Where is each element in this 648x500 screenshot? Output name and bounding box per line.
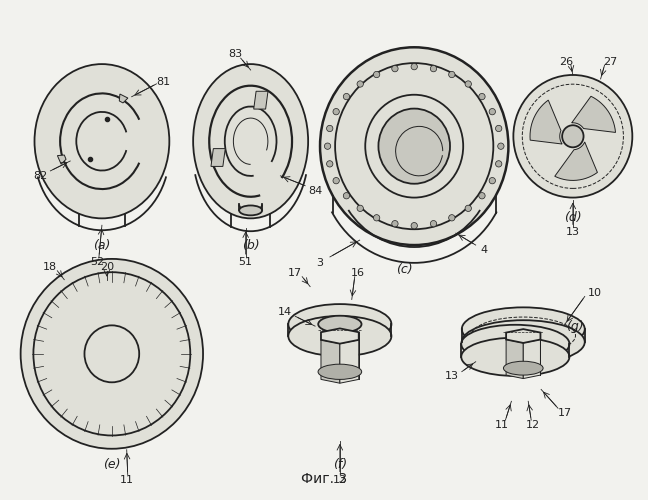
Text: (a): (a) <box>93 238 111 252</box>
Text: (b): (b) <box>242 238 259 252</box>
Circle shape <box>411 222 417 229</box>
Circle shape <box>496 126 502 132</box>
Ellipse shape <box>318 364 362 380</box>
Circle shape <box>465 205 471 212</box>
Text: 51: 51 <box>238 257 253 267</box>
Circle shape <box>327 126 333 132</box>
Circle shape <box>489 178 496 184</box>
Ellipse shape <box>503 361 543 375</box>
Text: 4: 4 <box>480 245 487 255</box>
Polygon shape <box>340 340 359 383</box>
Circle shape <box>489 108 496 115</box>
Text: 81: 81 <box>156 77 170 87</box>
Ellipse shape <box>21 259 203 449</box>
Ellipse shape <box>378 108 450 184</box>
Ellipse shape <box>462 308 584 351</box>
Text: (g): (g) <box>566 320 584 332</box>
Text: 83: 83 <box>229 49 243 59</box>
Text: 3: 3 <box>316 258 323 268</box>
Circle shape <box>373 72 380 78</box>
Circle shape <box>498 143 504 150</box>
Text: 18: 18 <box>43 262 58 272</box>
Ellipse shape <box>320 48 509 245</box>
Polygon shape <box>58 155 66 164</box>
Polygon shape <box>524 340 540 378</box>
Polygon shape <box>572 96 616 132</box>
Text: 10: 10 <box>588 288 601 298</box>
Text: 11: 11 <box>494 420 509 430</box>
Circle shape <box>392 66 398 72</box>
Polygon shape <box>321 328 359 344</box>
Circle shape <box>430 220 437 227</box>
Polygon shape <box>254 92 268 109</box>
Circle shape <box>357 205 364 212</box>
Circle shape <box>496 160 502 167</box>
Text: (c): (c) <box>396 264 413 276</box>
Ellipse shape <box>365 94 463 198</box>
Ellipse shape <box>462 320 584 364</box>
Ellipse shape <box>34 272 191 436</box>
Text: 16: 16 <box>351 268 365 278</box>
Circle shape <box>448 72 455 78</box>
Polygon shape <box>530 100 562 144</box>
Circle shape <box>333 178 340 184</box>
Circle shape <box>343 94 350 100</box>
Ellipse shape <box>84 326 139 382</box>
Ellipse shape <box>461 338 570 376</box>
Ellipse shape <box>461 325 570 363</box>
Polygon shape <box>119 94 128 103</box>
Ellipse shape <box>335 63 493 229</box>
Text: 12: 12 <box>526 420 540 430</box>
Text: 14: 14 <box>278 308 292 318</box>
Ellipse shape <box>239 206 262 216</box>
Circle shape <box>392 220 398 227</box>
Text: 11: 11 <box>120 476 133 486</box>
Text: 13: 13 <box>445 370 459 380</box>
Text: 27: 27 <box>603 57 618 67</box>
Text: (d): (d) <box>564 211 582 224</box>
Circle shape <box>465 81 471 87</box>
Text: 17: 17 <box>288 268 303 278</box>
Text: 17: 17 <box>558 408 572 418</box>
Circle shape <box>327 160 333 167</box>
Ellipse shape <box>318 316 362 332</box>
Circle shape <box>448 214 455 221</box>
Circle shape <box>343 192 350 199</box>
Circle shape <box>479 94 485 100</box>
Circle shape <box>411 64 417 70</box>
Polygon shape <box>321 340 340 383</box>
Text: 52: 52 <box>90 257 104 267</box>
Polygon shape <box>506 329 540 343</box>
Polygon shape <box>506 340 524 378</box>
Text: (e): (e) <box>103 458 121 471</box>
Circle shape <box>373 214 380 221</box>
Polygon shape <box>211 148 226 166</box>
Ellipse shape <box>288 304 391 344</box>
Circle shape <box>325 143 330 150</box>
Polygon shape <box>555 142 597 180</box>
Ellipse shape <box>513 75 632 198</box>
Circle shape <box>357 81 364 87</box>
Circle shape <box>479 192 485 199</box>
Text: 82: 82 <box>33 171 47 181</box>
Text: (f): (f) <box>333 458 347 471</box>
Circle shape <box>430 66 437 72</box>
Ellipse shape <box>34 64 169 218</box>
Text: 20: 20 <box>100 262 114 272</box>
Circle shape <box>333 108 340 115</box>
Text: 84: 84 <box>308 186 322 196</box>
Ellipse shape <box>193 64 308 218</box>
Ellipse shape <box>562 125 584 148</box>
Text: Фиг. 3: Фиг. 3 <box>301 472 347 486</box>
Text: 12: 12 <box>333 476 347 486</box>
Text: 26: 26 <box>559 57 573 67</box>
Text: 13: 13 <box>566 227 580 237</box>
Ellipse shape <box>288 316 391 356</box>
